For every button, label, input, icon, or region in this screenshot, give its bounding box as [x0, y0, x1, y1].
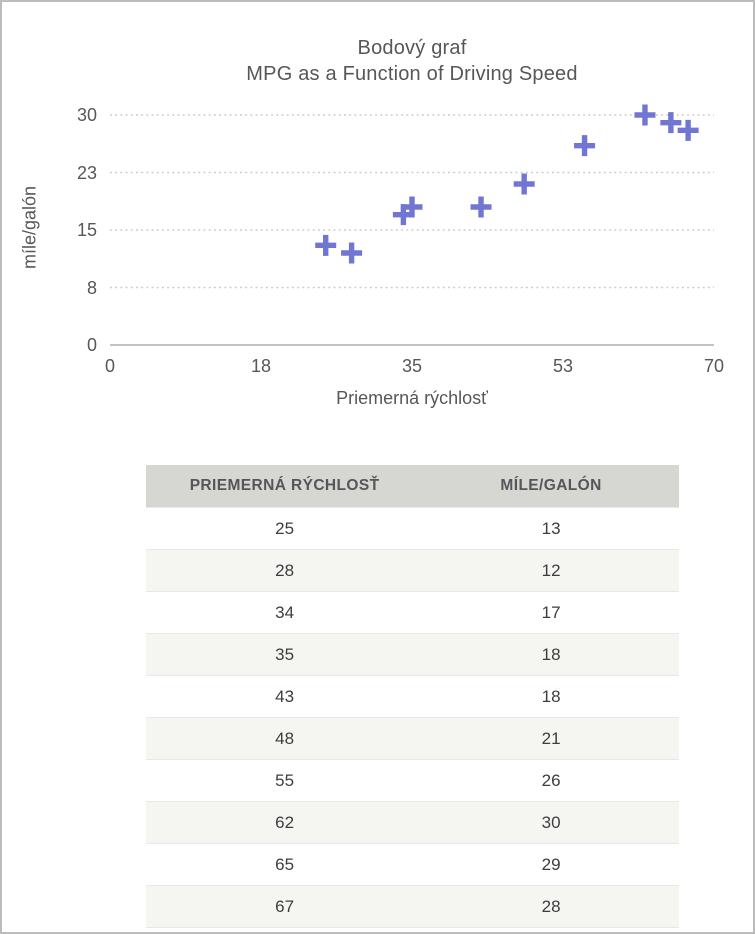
table-row: 65 29 [146, 843, 679, 886]
table-row: 48 21 [146, 717, 679, 760]
table-row: 25 13 [146, 507, 679, 550]
y-tick-label: 8 [86, 277, 97, 298]
table-cell: 48 [146, 717, 424, 760]
table-row: 62 30 [146, 801, 679, 844]
scatter-marker [634, 104, 656, 126]
table-cell: 26 [423, 759, 679, 802]
x-tick-label: 18 [250, 356, 272, 376]
data-table: PRIEMERNÁ RÝCHLOSŤ MÍLE/GALÓN 25 13 28 12 34 1… [146, 465, 679, 928]
table-header-row: PRIEMERNÁ RÝCHLOSŤ MÍLE/GALÓN [146, 465, 679, 508]
table-row: 43 18 [146, 675, 679, 718]
plot-area [110, 104, 714, 346]
table-cell: 65 [146, 843, 424, 886]
scatter-marker [660, 112, 682, 134]
table-cell: 43 [146, 675, 424, 718]
table-cell: 21 [423, 717, 679, 760]
table-cell: 12 [423, 549, 679, 592]
table-cell: 30 [423, 801, 679, 844]
table-row: 55 26 [146, 759, 679, 802]
table-cell: 34 [146, 591, 424, 634]
table-header-row: PRIEMERNÁ RÝCHLOSŤ MÍLE/GALÓN [146, 465, 679, 508]
scatter-marker [677, 119, 699, 141]
chart-title-line2: MPG as a Function of Driving Speed [246, 63, 578, 85]
table-cell: 55 [146, 759, 424, 802]
x-tick-label: 70 [703, 356, 725, 376]
x-tick-label: 0 [104, 356, 115, 376]
scatter-marker [470, 196, 492, 218]
table-cell: 13 [423, 507, 679, 550]
scatter-marker [401, 196, 423, 218]
y-tick-label: 15 [76, 220, 97, 240]
table-cell: 29 [423, 843, 679, 886]
table-row: 34 17 [146, 591, 679, 634]
table-cell: 35 [146, 633, 424, 676]
table-cell: 28 [423, 885, 679, 928]
table-row: 28 12 [146, 549, 679, 592]
table-header-cell: MÍLE/GALÓN [423, 465, 679, 508]
table-cell: 18 [423, 675, 679, 718]
chart-title-line1: Bodový graf [357, 37, 467, 59]
scatter-marker [574, 135, 596, 157]
scatter-marker [513, 173, 535, 195]
y-tick-label: 0 [86, 335, 97, 355]
chart-title: Bodový graf MPG as a Function of Driving… [110, 35, 714, 87]
table-cell: 25 [146, 507, 424, 550]
y-tick-label: 23 [76, 162, 97, 183]
table-cell: 67 [146, 885, 424, 928]
x-axis-label: Priemerná rýchlosť [336, 388, 488, 408]
table-cell: 18 [423, 633, 679, 676]
x-tick-label: 53 [552, 356, 574, 376]
table-row: 67 28 [146, 885, 679, 928]
table-cell: 28 [146, 549, 424, 592]
table-body: 25 13 28 12 34 17 35 18 43 18 48 21 55 26 62 30 65 29 67 28 [146, 507, 679, 928]
table-row: 35 18 [146, 633, 679, 676]
scatter-marker [315, 234, 337, 256]
table-header-cell: PRIEMERNÁ RÝCHLOSŤ [146, 465, 424, 508]
y-tick-label: 30 [76, 105, 97, 125]
x-tick-label: 35 [401, 356, 423, 376]
table-cell: 17 [423, 591, 679, 634]
scatter-marker [341, 242, 363, 264]
table-cell: 62 [146, 801, 424, 844]
